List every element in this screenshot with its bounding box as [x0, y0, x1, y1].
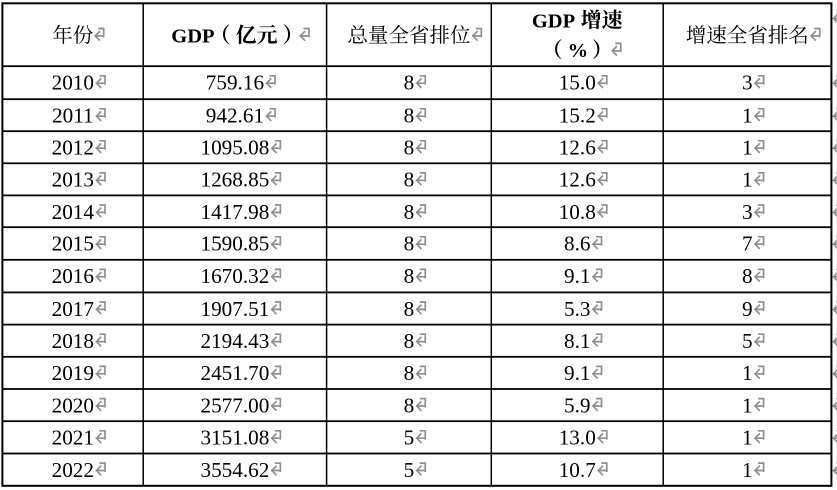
svg-text:5.3: 5.3	[564, 297, 590, 321]
svg-text:3: 3	[742, 71, 753, 95]
svg-text:2011: 2011	[52, 104, 94, 128]
svg-text:2577.00: 2577.00	[200, 393, 269, 417]
svg-text:759.16: 759.16	[206, 71, 264, 95]
svg-text:1268.85: 1268.85	[200, 168, 269, 192]
svg-text:3151.08: 3151.08	[200, 426, 269, 450]
svg-text:1907.51: 1907.51	[200, 297, 269, 321]
svg-text:13.0: 13.0	[559, 426, 596, 450]
svg-text:2019: 2019	[52, 361, 94, 385]
svg-text:2010: 2010	[52, 71, 94, 95]
svg-text:8.1: 8.1	[564, 329, 590, 353]
svg-text:3554.62: 3554.62	[200, 458, 269, 482]
svg-text:8: 8	[404, 393, 415, 417]
svg-text:2022: 2022	[52, 458, 94, 482]
svg-text:10.7: 10.7	[559, 458, 596, 482]
svg-text:5.9: 5.9	[564, 393, 590, 417]
svg-text:1: 1	[742, 393, 753, 417]
svg-text:5: 5	[742, 329, 753, 353]
svg-text:5: 5	[404, 458, 415, 482]
svg-text:8: 8	[742, 264, 753, 288]
svg-text:2194.43: 2194.43	[200, 329, 269, 353]
svg-text:2016: 2016	[52, 264, 94, 288]
svg-text:2013: 2013	[52, 168, 94, 192]
svg-text:3: 3	[742, 200, 753, 224]
svg-text:9.1: 9.1	[564, 264, 590, 288]
svg-text:2020: 2020	[52, 393, 94, 417]
svg-text:1: 1	[742, 168, 753, 192]
svg-text:1: 1	[742, 361, 753, 385]
svg-text:1670.32: 1670.32	[200, 264, 269, 288]
svg-text:1095.08: 1095.08	[200, 136, 269, 160]
svg-text:8: 8	[404, 71, 415, 95]
svg-text:8: 8	[404, 329, 415, 353]
svg-text:10.8: 10.8	[559, 200, 596, 224]
svg-text:1590.85: 1590.85	[200, 232, 269, 256]
svg-text:12.6: 12.6	[559, 136, 596, 160]
svg-text:%: %	[568, 40, 589, 62]
svg-text:12.6: 12.6	[559, 168, 596, 192]
svg-text:9: 9	[742, 297, 753, 321]
svg-text:8: 8	[404, 168, 415, 192]
svg-text:7: 7	[742, 232, 753, 256]
svg-text:2017: 2017	[52, 297, 94, 321]
svg-text:GDP: GDP	[171, 25, 214, 47]
svg-text:8: 8	[404, 264, 415, 288]
svg-text:GDP: GDP	[532, 10, 575, 32]
svg-text:1: 1	[742, 104, 753, 128]
svg-text:15.0: 15.0	[559, 71, 596, 95]
svg-text:8: 8	[404, 297, 415, 321]
svg-text:8: 8	[404, 232, 415, 256]
svg-text:2021: 2021	[52, 426, 94, 450]
svg-text:2015: 2015	[52, 232, 94, 256]
svg-text:8: 8	[404, 136, 415, 160]
svg-text:942.61: 942.61	[206, 104, 264, 128]
svg-text:1417.98: 1417.98	[200, 200, 269, 224]
svg-text:9.1: 9.1	[564, 361, 590, 385]
svg-text:8: 8	[404, 200, 415, 224]
svg-text:2451.70: 2451.70	[200, 361, 269, 385]
svg-text:8: 8	[404, 104, 415, 128]
svg-text:2014: 2014	[52, 200, 95, 224]
svg-text:2018: 2018	[52, 329, 94, 353]
svg-text:2012: 2012	[52, 136, 94, 160]
svg-text:8.6: 8.6	[564, 232, 590, 256]
svg-text:1: 1	[742, 458, 753, 482]
svg-text:1: 1	[742, 136, 753, 160]
svg-text:8: 8	[404, 361, 415, 385]
svg-text:5: 5	[404, 426, 415, 450]
svg-text:1: 1	[742, 426, 753, 450]
svg-text:15.2: 15.2	[559, 104, 596, 128]
